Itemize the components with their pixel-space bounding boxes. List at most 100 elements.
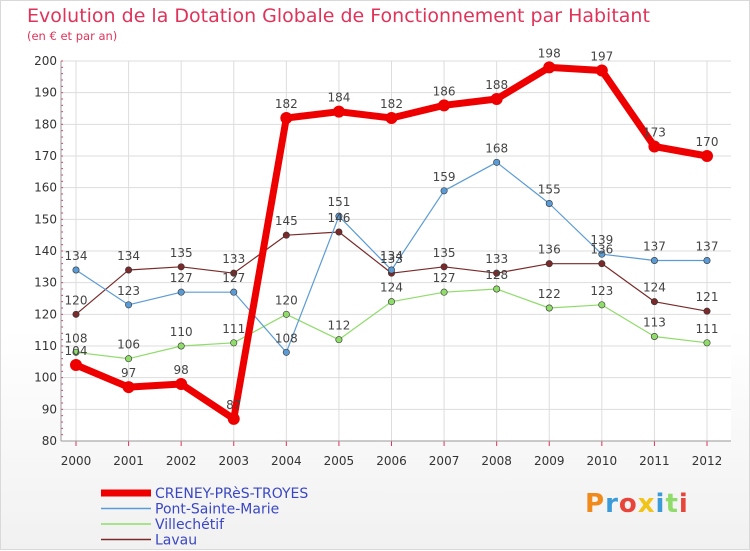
data-point	[703, 339, 711, 347]
chart-subtitle: (en € et par an)	[27, 29, 118, 43]
data-point	[493, 285, 501, 293]
x-tick-label: 2007	[429, 454, 460, 468]
data-point	[122, 381, 135, 394]
data-point	[440, 263, 448, 271]
data-label: 110	[170, 325, 193, 339]
data-label: 108	[275, 331, 298, 345]
data-point	[385, 112, 398, 124]
data-label: 184	[327, 91, 350, 105]
data-label: 155	[538, 183, 561, 197]
x-tick-label: 2005	[324, 454, 355, 468]
data-label: 127	[170, 271, 193, 285]
data-point	[72, 348, 80, 356]
data-point	[280, 112, 293, 124]
y-tick-label: 140	[34, 244, 57, 258]
data-point	[545, 260, 553, 268]
x-tick-label: 2001	[113, 454, 144, 468]
data-point	[493, 158, 501, 166]
data-label: 182	[275, 97, 298, 111]
data-point	[595, 64, 608, 77]
x-tick-label: 2000	[61, 454, 92, 468]
data-point	[125, 355, 133, 363]
data-label: 121	[696, 290, 719, 304]
data-point	[175, 378, 188, 390]
data-point	[125, 301, 133, 309]
y-tick-label: 190	[34, 86, 57, 100]
data-label: 198	[538, 46, 561, 60]
x-tick-label: 2002	[166, 454, 197, 468]
data-label: 98	[174, 363, 189, 377]
data-point	[440, 187, 448, 195]
data-label: 111	[222, 322, 245, 336]
data-point	[598, 250, 606, 258]
logo-letter: i	[678, 489, 689, 519]
data-point	[545, 200, 553, 208]
data-point	[703, 256, 711, 264]
logo-letter: i	[655, 489, 666, 519]
data-point	[703, 307, 711, 315]
data-label: 104	[65, 344, 88, 358]
data-point	[230, 339, 238, 347]
x-tick-label: 2004	[271, 454, 302, 468]
data-point	[177, 263, 185, 271]
data-label: 113	[643, 316, 666, 330]
data-point	[282, 231, 290, 239]
legend-label: CRENEY-PRèS-TROYES	[155, 486, 308, 502]
data-point	[650, 298, 658, 306]
data-label: 188	[485, 78, 508, 92]
x-tick-label: 2003	[218, 454, 249, 468]
data-point	[387, 298, 395, 306]
data-point	[543, 61, 556, 74]
data-label: 135	[433, 246, 456, 260]
data-point	[650, 256, 658, 264]
data-point	[648, 140, 661, 153]
data-label: 170	[696, 135, 719, 149]
data-label: 120	[275, 293, 298, 307]
data-label: 151	[327, 195, 350, 209]
data-point	[282, 310, 290, 318]
legend-label: Pont-Sainte-Marie	[155, 502, 279, 518]
y-tick-label: 130	[34, 276, 57, 290]
data-label: 120	[65, 293, 88, 307]
data-label: 197	[590, 50, 613, 64]
data-label: 145	[275, 214, 298, 228]
data-point	[490, 93, 503, 105]
data-point	[598, 260, 606, 268]
data-label: 112	[327, 319, 350, 333]
data-label: 127	[222, 271, 245, 285]
x-tick-label: 2010	[587, 454, 618, 468]
data-point	[177, 288, 185, 296]
data-label: 173	[643, 126, 666, 140]
data-label: 133	[485, 252, 508, 266]
data-label: 136	[590, 243, 613, 257]
data-point	[701, 150, 713, 162]
data-point	[438, 99, 451, 112]
logo-letter: P	[585, 489, 606, 519]
logo-letter: t	[665, 489, 679, 519]
y-tick-label: 170	[34, 149, 57, 163]
data-point	[230, 288, 238, 296]
y-tick-label: 120	[34, 307, 57, 321]
data-label: 134	[380, 249, 403, 263]
data-label: 128	[485, 268, 508, 282]
data-point	[227, 412, 240, 425]
legend-label: Villechétif	[155, 517, 225, 533]
data-label: 146	[327, 211, 350, 225]
y-tick-label: 80	[42, 434, 57, 448]
data-point	[335, 336, 343, 344]
x-tick-label: 2006	[376, 454, 407, 468]
data-label: 137	[643, 240, 666, 254]
data-point	[440, 288, 448, 296]
data-point	[335, 228, 343, 236]
y-tick-label: 100	[34, 371, 57, 385]
x-tick-label: 2009	[534, 454, 565, 468]
data-label: 186	[433, 84, 456, 98]
logo-letter: r	[605, 489, 619, 519]
data-label: 124	[643, 281, 666, 295]
data-label: 123	[590, 284, 613, 298]
data-point	[332, 105, 345, 118]
data-label: 133	[222, 252, 245, 266]
logo-letter: o	[618, 489, 638, 519]
data-point	[125, 266, 133, 274]
